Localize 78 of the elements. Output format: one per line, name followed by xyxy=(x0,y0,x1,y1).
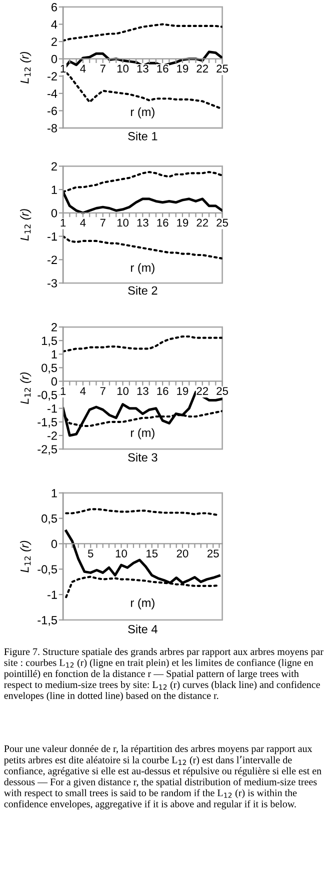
x-axis-title: r (m) xyxy=(131,263,154,274)
x-tick-label: 19 xyxy=(177,218,188,227)
x-tick-label: 4 xyxy=(80,387,86,395)
x-tick-label: 1 xyxy=(60,387,66,395)
y-tick-label: -3 xyxy=(48,279,57,288)
y-tick-label: 2 xyxy=(52,162,57,170)
x-tick-label: 19 xyxy=(177,387,188,395)
text: Site 1 xyxy=(128,132,158,140)
y-tick-label: 6 xyxy=(52,2,57,12)
x-tick-label: 22 xyxy=(196,387,208,395)
x-tick-label: 13 xyxy=(137,387,148,395)
y-axis-title: L$_{12}$ (r) xyxy=(20,372,32,404)
x-tick-label: 13 xyxy=(137,64,148,73)
y-tick-label: 0 xyxy=(51,208,58,218)
x-tick-label: 4 xyxy=(80,64,86,72)
y-tick-label: -6 xyxy=(48,106,57,116)
x-tick-label: 13 xyxy=(137,218,148,227)
x-tick-label: 25 xyxy=(216,218,228,227)
y-tick-label: -2 xyxy=(48,72,57,80)
text: Site 2 xyxy=(128,286,158,295)
y-tick-label: -8 xyxy=(48,124,57,132)
y-axis-title: L$_{12}$ (r) xyxy=(20,209,32,241)
x-tick-label: 1 xyxy=(60,218,66,227)
x-tick-label: 5 xyxy=(88,550,94,558)
y-tick-label: 4 xyxy=(51,20,58,29)
y-tick-label: 2 xyxy=(52,38,57,46)
x-tick-label: 25 xyxy=(216,387,228,395)
x-tick-label: 16 xyxy=(157,387,168,395)
y-tick-label: 1,5 xyxy=(42,336,57,346)
line-series xyxy=(63,235,222,260)
x-tick-label: 20 xyxy=(176,550,188,558)
x-tick-label: 16 xyxy=(157,218,168,227)
y-tick-label: 1 xyxy=(52,186,57,194)
y-tick-label: 0 xyxy=(51,377,58,386)
y-tick-label: -1 xyxy=(48,232,57,241)
y-tick-label: -4 xyxy=(48,90,58,98)
y-tick-label: -1 xyxy=(48,590,57,599)
text: Site 4 xyxy=(128,624,158,634)
text: Pour une valeur donnée de r, la répartition des arbres moyens par rapport aux petits arbres est dite aléatoire si la courbe L$_{12}$ (r) est dans l’intervalle de confiance, agrégative si elle est au-dessus et répulsive ou régulière si elle est en dessous — For a given distance r, the spatial distribution of medium-size trees with respect to small trees is said to be random if the L$_{12}$ (r) is within the confidence envelopes, aggregative if it is above and regular if it is below. xyxy=(4,745,322,810)
x-axis-title: r (m) xyxy=(131,598,154,610)
y-tick-label: 1 xyxy=(52,489,57,498)
x-tick-label: 22 xyxy=(196,64,208,72)
y-tick-label: 0 xyxy=(51,54,58,64)
x-tick-label: 16 xyxy=(157,64,168,73)
x-tick-label: 25 xyxy=(207,550,219,558)
text: Figure 7. Structure spatiale des grands arbres par rapport aux arbres moyens par site : courbes L$_{12}$ (r) (ligne en trait plein) et les limites de confiance (ligne en pointillé) en fonction de la distance r — Spatial pattern of large trees with respect to medium-size trees by site: L$_{12}$ (r) curves (black line) and confidence envelopes (line in dotted line) based on the distance r. xyxy=(4,648,324,702)
y-tick-label: -1,5 xyxy=(38,418,57,428)
x-tick-label: 7 xyxy=(100,218,106,227)
y-tick-label: 2 xyxy=(52,323,57,332)
line-series xyxy=(63,23,222,42)
y-tick-label: -2 xyxy=(48,256,57,264)
y-tick-label: -2 xyxy=(48,432,57,440)
x-tick-label: 7 xyxy=(100,387,106,395)
y-tick-label: 0,5 xyxy=(42,364,57,374)
x-axis-title: r (m) xyxy=(131,428,154,440)
y-tick-label: -0,5 xyxy=(38,565,57,575)
y-tick-label: 0,5 xyxy=(42,514,57,524)
y-axis-title: L$_{12}$ (r) xyxy=(20,540,32,572)
x-tick-label: 4 xyxy=(80,218,86,227)
y-tick-label: -1 xyxy=(48,404,57,413)
y-tick-label: -0,5 xyxy=(38,390,57,401)
x-tick-label: 25 xyxy=(216,64,228,73)
x-tick-label: 10 xyxy=(117,218,129,227)
y-tick-label: 0 xyxy=(51,540,58,548)
line-series xyxy=(63,335,222,352)
x-tick-label: 19 xyxy=(177,64,188,73)
x-tick-label: 10 xyxy=(116,550,127,558)
x-tick-label: 10 xyxy=(117,387,129,395)
x-tick-label: 22 xyxy=(196,218,208,227)
x-axis-title: r (m) xyxy=(131,107,154,118)
y-tick-label: -1,5 xyxy=(38,616,57,626)
y-tick-label: 1 xyxy=(52,350,57,358)
x-tick-label: 10 xyxy=(117,64,129,73)
y-tick-label: -2,5 xyxy=(38,445,57,455)
x-tick-label: 7 xyxy=(100,64,106,72)
x-tick-label: 15 xyxy=(146,550,158,558)
y-axis-title: L$_{12}$ (r) xyxy=(20,52,32,84)
text: Site 3 xyxy=(128,452,158,462)
